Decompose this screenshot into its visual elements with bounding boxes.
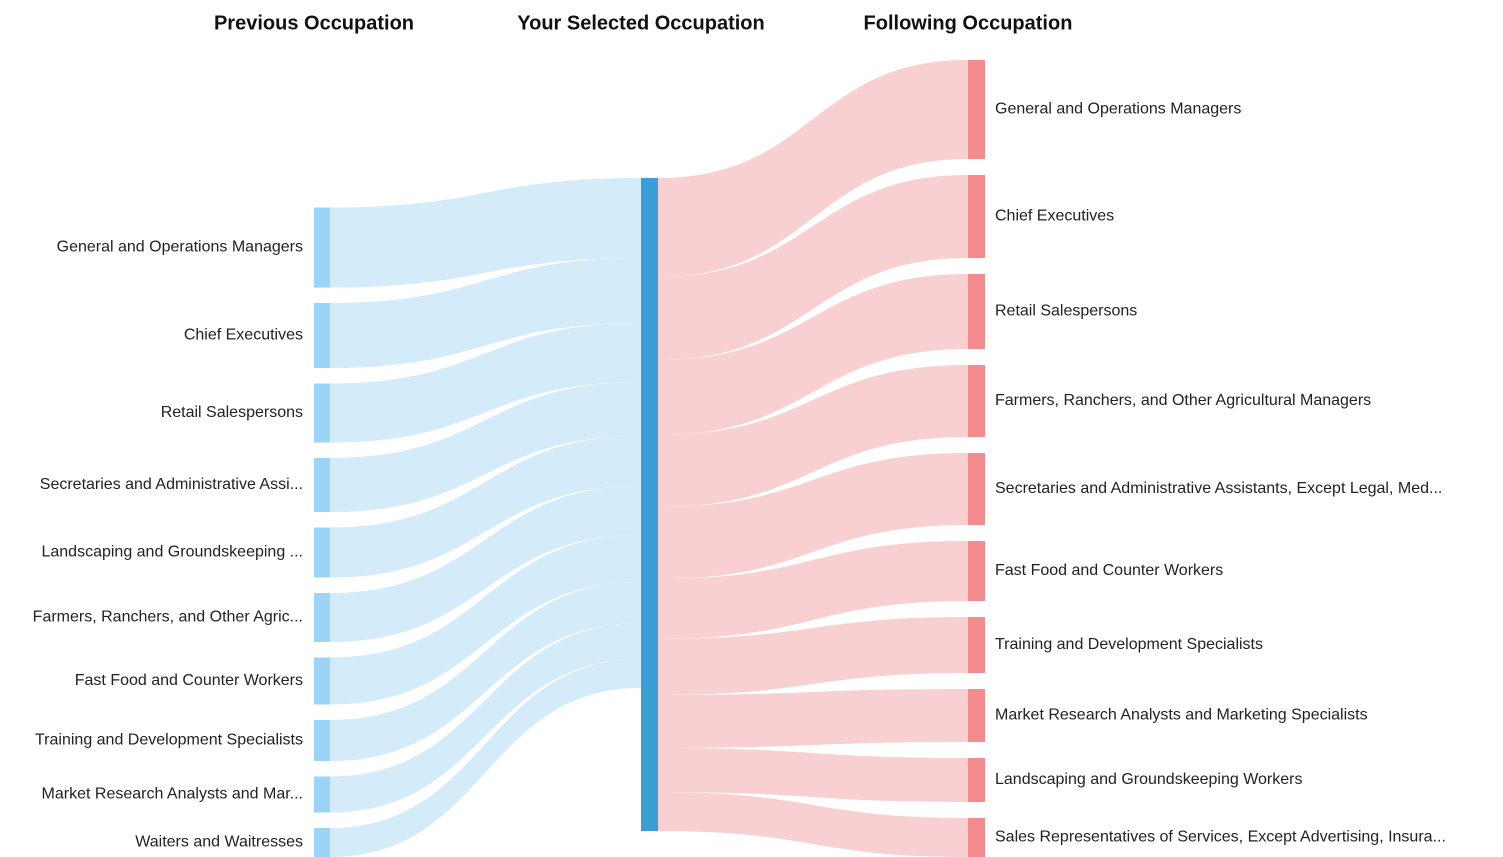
target-flow: [658, 274, 968, 435]
source-node: [314, 828, 330, 857]
target-flow: [658, 365, 968, 507]
source-node: [314, 720, 330, 761]
target-label: Farmers, Ranchers, and Other Agricultura…: [995, 392, 1371, 409]
target-label: Sales Representatives of Services, Excep…: [995, 829, 1446, 846]
target-flow: [658, 689, 968, 748]
target-flow: [658, 541, 968, 639]
target-node: [968, 818, 985, 857]
source-flow: [330, 323, 641, 443]
center-node: [641, 178, 658, 831]
target-flow: [658, 453, 968, 579]
target-label: Training and Development Specialists: [995, 636, 1263, 653]
target-node: [968, 60, 985, 159]
source-flow: [330, 486, 641, 642]
target-node: [968, 274, 985, 349]
source-node: [314, 657, 330, 705]
source-label: Waiters and Waitresses: [135, 834, 303, 851]
target-node: [968, 175, 985, 258]
target-label: Landscaping and Groundskeeping Workers: [995, 771, 1302, 788]
target-label: Secretaries and Administrative Assistant…: [995, 480, 1442, 497]
source-label: Fast Food and Counter Workers: [75, 672, 303, 689]
target-node: [968, 617, 985, 673]
source-node: [314, 458, 330, 512]
target-flow: [658, 617, 968, 695]
target-flow: [658, 748, 968, 802]
source-flow: [330, 436, 641, 578]
source-label: Landscaping and Groundskeeping ...: [41, 544, 303, 561]
source-flow: [330, 258, 641, 368]
target-node: [968, 758, 985, 802]
source-flow: [330, 659, 641, 857]
target-node: [968, 541, 985, 601]
target-node: [968, 453, 985, 525]
source-label: Retail Salespersons: [161, 404, 303, 421]
target-node: [968, 365, 985, 437]
source-flow: [330, 582, 641, 761]
target-label: Retail Salespersons: [995, 303, 1137, 320]
target-header: Following Occupation: [864, 12, 1073, 34]
target-label: General and Operations Managers: [995, 101, 1241, 118]
target-label: Fast Food and Counter Workers: [995, 562, 1223, 579]
source-label: Training and Development Specialists: [35, 732, 303, 749]
source-label: General and Operations Managers: [57, 239, 303, 256]
source-node: [314, 383, 330, 443]
source-node: [314, 776, 330, 813]
source-node: [314, 527, 330, 578]
source-flow: [330, 382, 641, 512]
target-node: [968, 689, 985, 742]
source-node: [314, 207, 330, 288]
target-flow: [658, 175, 968, 360]
target-flow: [658, 60, 968, 277]
source-node: [314, 303, 330, 368]
source-label: Chief Executives: [184, 327, 303, 344]
source-label: Secretaries and Administrative Assi...: [40, 476, 303, 493]
center-header: Your Selected Occupation: [517, 12, 764, 34]
source-flow: [330, 535, 641, 705]
source-node: [314, 593, 330, 642]
target-flow: [658, 792, 968, 857]
source-header: Previous Occupation: [214, 12, 414, 34]
source-flow: [330, 623, 641, 813]
source-label: Market Research Analysts and Mar...: [42, 786, 303, 803]
target-label: Chief Executives: [995, 208, 1114, 225]
source-label: Farmers, Ranchers, and Other Agric...: [33, 609, 303, 626]
target-label: Market Research Analysts and Marketing S…: [995, 707, 1368, 724]
source-flow: [330, 178, 641, 288]
